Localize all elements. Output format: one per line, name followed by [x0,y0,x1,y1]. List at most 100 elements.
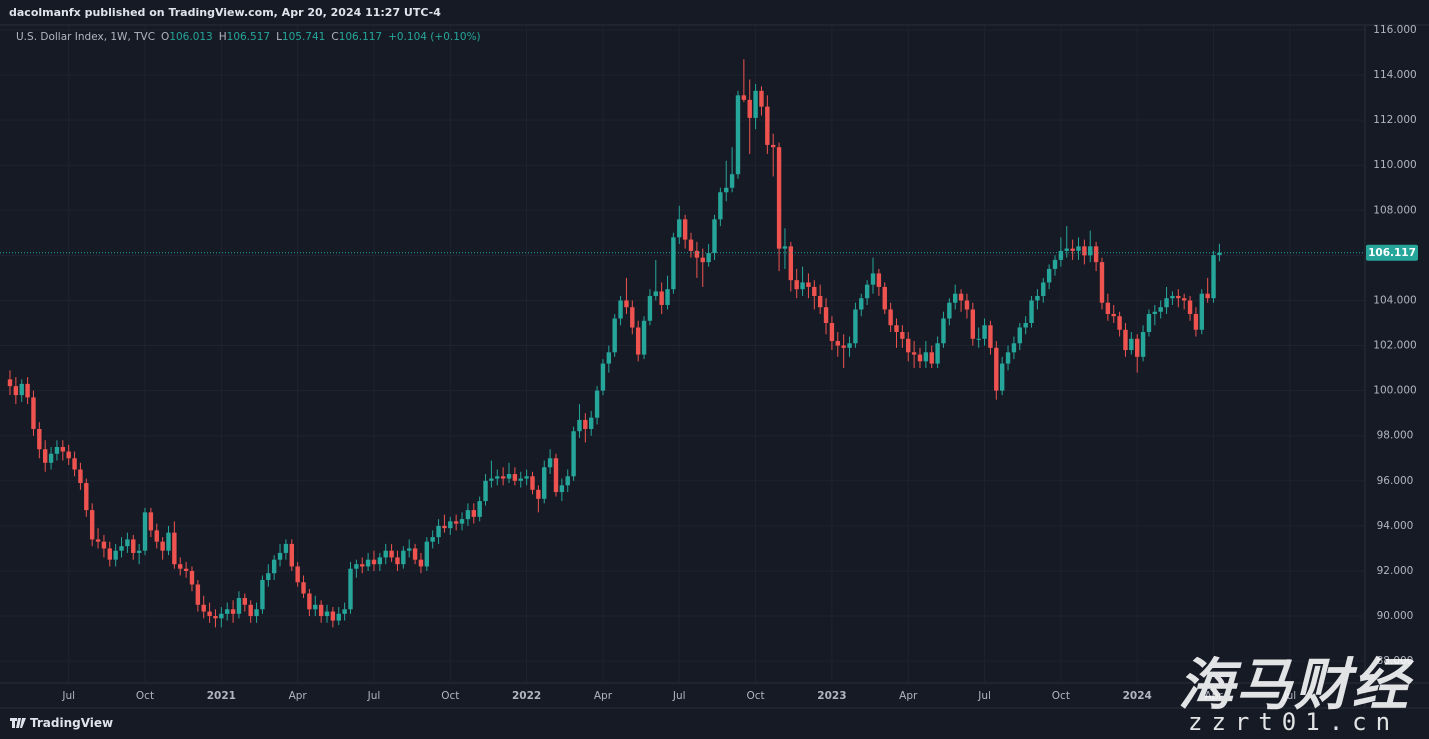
x-tick-label: Apr [289,690,308,702]
y-tick-label: 104.000 [1373,294,1416,306]
candle-body [677,219,682,238]
candle-body [289,543,294,567]
candle-body [542,467,547,499]
candle-body [389,550,394,558]
candle-body [148,512,154,531]
candle-body [911,352,917,355]
candle-body [964,300,970,310]
candle-body [195,584,201,605]
watermark-url: zzrt01.cn [1188,708,1400,736]
y-tick-label: 110.000 [1373,159,1416,171]
candle-body [248,604,253,617]
candle-body [330,611,336,621]
candle-body [524,476,529,479]
candle-body [25,383,30,398]
candle-body [377,557,383,565]
candle-body [577,419,582,432]
candle-body [841,345,846,348]
candle-body [436,525,441,538]
candle-body [301,582,306,594]
candle-body [806,282,811,287]
candle-body [518,478,523,481]
legend-value: 106.013 [169,31,213,43]
candle-body [495,476,500,479]
y-tick-label: 96.000 [1377,475,1414,487]
candle-body [1011,343,1017,353]
candle-body [718,192,723,220]
plot-area [0,25,1365,683]
candle-body [547,458,553,468]
candle-body [119,546,124,551]
candle-body [260,579,265,610]
candle-body [753,90,758,118]
candle-body [242,598,248,605]
y-tick-label: 90.000 [1377,610,1414,622]
candle-body [348,568,353,610]
last-price-label: 106.117 [1368,247,1416,259]
candle-body [1005,352,1011,364]
candle-body [84,483,89,511]
candle-body [1035,295,1040,301]
candle-body [700,257,705,263]
candle-body [729,174,735,188]
candle-body [765,106,770,145]
candle-body [13,386,19,396]
candle-body [60,446,66,452]
candle-body [1117,316,1122,330]
candle-body [19,383,24,396]
candle-body [900,332,905,339]
candle-body [712,219,717,254]
candle-body [835,341,840,346]
candle-body [553,458,559,493]
x-tick-label: 2024 [1123,690,1152,702]
candle-body [800,282,805,290]
candle-body [794,280,799,290]
candle-body [606,352,612,364]
y-tick-label: 100.000 [1373,385,1416,397]
candle-body [7,379,13,387]
candle-body [37,428,42,450]
y-tick-label: 112.000 [1373,114,1416,126]
x-tick-label: Oct [136,690,154,702]
candle-body [489,478,494,481]
plot [0,25,1365,683]
legend-value: 105.741 [281,31,326,43]
candle-body [360,564,365,567]
candle-body [483,480,488,502]
candle-body [43,449,48,463]
candle-body [788,246,794,281]
candle-body [1064,248,1069,251]
candle-body [706,253,711,263]
candle-body [307,593,312,610]
candle-body [829,323,835,342]
legend-label: C [331,31,339,43]
candle-body [741,95,747,100]
candle-body [594,390,600,418]
candle-body [999,363,1005,391]
candle-body [66,451,71,459]
x-tick-label: Jul [672,690,686,702]
candle-body [823,307,829,324]
candle-body [618,300,623,319]
candle-body [277,552,283,560]
candle-body [671,237,676,290]
candle-body [1041,282,1046,296]
candle-body [471,510,476,517]
x-tick-label: 2023 [817,690,846,702]
candle-body [459,519,465,524]
candle-body [1170,295,1175,299]
candle-body [1052,259,1058,269]
candle-body [624,300,629,308]
candle-body [1176,295,1181,299]
candle-body [647,295,653,321]
candle-body [982,325,987,339]
candle-body [1088,246,1093,256]
y-tick-label: 94.000 [1377,520,1414,532]
candle-body [894,325,899,333]
candle-body [506,474,512,479]
legend-value: 106.517 [226,31,271,43]
candle-body [1046,268,1052,283]
candle-body [78,469,83,484]
logo [10,718,26,728]
candle-body [54,446,60,454]
